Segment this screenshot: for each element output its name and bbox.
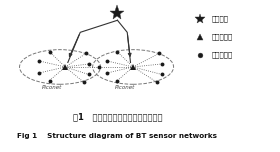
Text: 图1   蓝牙传感器网络通信体系结构图: 图1 蓝牙传感器网络通信体系结构图 [73, 112, 162, 121]
Text: 监控主机: 监控主机 [211, 16, 228, 22]
Text: 蓝牙主节点: 蓝牙主节点 [211, 34, 233, 40]
Text: 蓝牙从节点: 蓝牙从节点 [211, 52, 233, 58]
Text: Fig 1    Structure diagram of BT sensor networks: Fig 1 Structure diagram of BT sensor net… [17, 133, 218, 139]
Text: Piconet: Piconet [42, 85, 62, 90]
Text: Piconet: Piconet [115, 85, 135, 90]
